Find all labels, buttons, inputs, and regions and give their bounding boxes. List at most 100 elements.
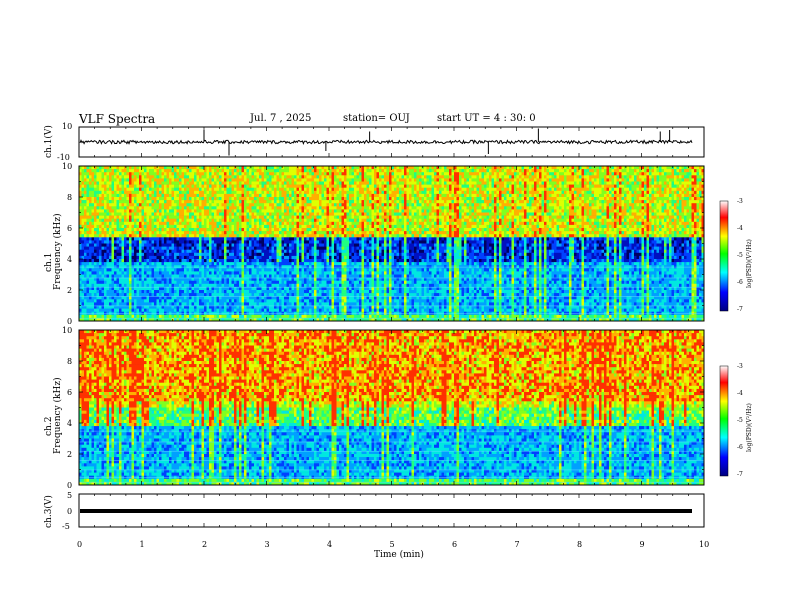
- spectrogram-cell: [232, 200, 235, 203]
- spectrogram-cell: [214, 256, 217, 259]
- spectrogram-cell: [182, 240, 185, 243]
- spectrogram-cell: [204, 225, 207, 228]
- spectrogram-cell: [224, 188, 227, 191]
- spectrogram-cell: [274, 228, 277, 231]
- spectrogram-cell: [167, 237, 170, 240]
- spectrogram-cell: [292, 188, 295, 191]
- spectrogram-cell: [174, 247, 177, 250]
- spectrogram-cell: [232, 237, 235, 240]
- spectrogram-cell: [84, 268, 87, 271]
- spectrogram-cell: [89, 271, 92, 274]
- spectrogram-cell: [149, 185, 152, 188]
- spectrogram-cell: [199, 191, 202, 194]
- spectrogram-cell: [167, 203, 170, 206]
- spectrogram-cell: [94, 302, 97, 305]
- spectrogram-cell: [197, 290, 200, 293]
- spectrogram-cell: [212, 209, 215, 212]
- spectrogram-cell: [274, 197, 277, 200]
- spectrogram-cell: [122, 188, 125, 191]
- spectrogram-cell: [94, 203, 97, 206]
- spectrogram-cell: [312, 256, 315, 259]
- spectrogram-cell: [119, 185, 122, 188]
- spectrogram-cell: [214, 225, 217, 228]
- spectrogram-cell: [237, 281, 240, 284]
- spectrogram-cell: [172, 256, 175, 259]
- spectrogram-cell: [254, 244, 257, 247]
- spectrogram-cell: [217, 302, 220, 305]
- spectrogram-cell: [177, 271, 180, 274]
- spectrogram-cell: [269, 219, 272, 222]
- spectrogram-cell: [314, 222, 317, 225]
- spectrogram-cell: [282, 185, 285, 188]
- spectrogram-cell: [272, 216, 275, 219]
- spectrogram-cell: [219, 169, 222, 172]
- spectrogram-cell: [249, 271, 252, 274]
- spectrogram-cell: [239, 259, 242, 262]
- spectrogram-cell: [84, 225, 87, 228]
- spectrogram-cell: [194, 281, 197, 284]
- spectrogram-cell: [202, 216, 205, 219]
- spectrogram-cell: [164, 216, 167, 219]
- spectrogram-cell: [157, 247, 160, 250]
- spectrogram-cell: [274, 309, 277, 312]
- spectrogram-cell: [182, 175, 185, 178]
- spectrogram-cell: [149, 262, 152, 265]
- spectrogram-cell: [199, 247, 202, 250]
- spectrogram-cell: [229, 315, 232, 318]
- spectrogram-cell: [277, 172, 280, 175]
- spectrogram-cell: [117, 188, 120, 191]
- spectrogram-cell: [97, 197, 100, 200]
- spectrogram-cell: [149, 209, 152, 212]
- spectrogram-cell: [212, 309, 215, 312]
- spectrogram-cell: [157, 281, 160, 284]
- spectrogram-cell: [102, 250, 105, 253]
- spectrogram-cell: [269, 166, 272, 169]
- spectrogram-cell: [227, 284, 230, 287]
- spectrogram-cell: [179, 175, 182, 178]
- spectrogram-cell: [204, 262, 207, 265]
- spectrogram-cell: [284, 262, 287, 265]
- spectrogram-cell: [269, 240, 272, 243]
- spectrogram-cell: [182, 216, 185, 219]
- spectrogram-cell: [167, 293, 170, 296]
- spectrogram-cell: [147, 188, 150, 191]
- spectrogram-cell: [99, 203, 102, 206]
- spectrogram-cell: [259, 172, 262, 175]
- spectrogram-cell: [194, 216, 197, 219]
- spectrogram-cell: [117, 172, 120, 175]
- spectrogram-cell: [277, 302, 280, 305]
- spectrogram-cell: [297, 275, 300, 278]
- spectrogram-cell: [254, 188, 257, 191]
- spectrogram-cell: [234, 271, 237, 274]
- spectrogram-cell: [267, 178, 270, 181]
- spectrogram-cell: [204, 309, 207, 312]
- spectrogram-cell: [104, 315, 107, 318]
- spectrogram-cell: [109, 222, 112, 225]
- spectrogram-cell: [219, 284, 222, 287]
- spectrogram-cell: [232, 166, 235, 169]
- spectrogram-cell: [204, 268, 207, 271]
- spectrogram-cell: [309, 262, 312, 265]
- spectrogram-cell: [234, 250, 237, 253]
- spectrogram-cell: [259, 299, 262, 302]
- spectrogram-cell: [207, 225, 210, 228]
- spectrogram-cell: [214, 259, 217, 262]
- spectrogram-cell: [304, 191, 307, 194]
- spectrogram-cell: [159, 293, 162, 296]
- spectrogram-cell: [87, 284, 90, 287]
- spectrogram-cell: [289, 259, 292, 262]
- spectrogram-cell: [154, 188, 157, 191]
- spectrogram-cell: [84, 216, 87, 219]
- spectrogram-cell: [142, 290, 145, 293]
- spectrogram-cell: [102, 203, 105, 206]
- spectrogram-cell: [244, 271, 247, 274]
- spectrogram-cell: [179, 219, 182, 222]
- spectrogram-cell: [267, 194, 270, 197]
- spectrogram-cell: [252, 253, 255, 256]
- spectrogram-cell: [107, 281, 110, 284]
- spectrogram-cell: [214, 213, 217, 216]
- spectrogram-cell: [319, 175, 322, 178]
- spectrogram-cell: [144, 169, 147, 172]
- spectrogram-cell: [137, 219, 140, 222]
- spectrogram-cell: [232, 259, 235, 262]
